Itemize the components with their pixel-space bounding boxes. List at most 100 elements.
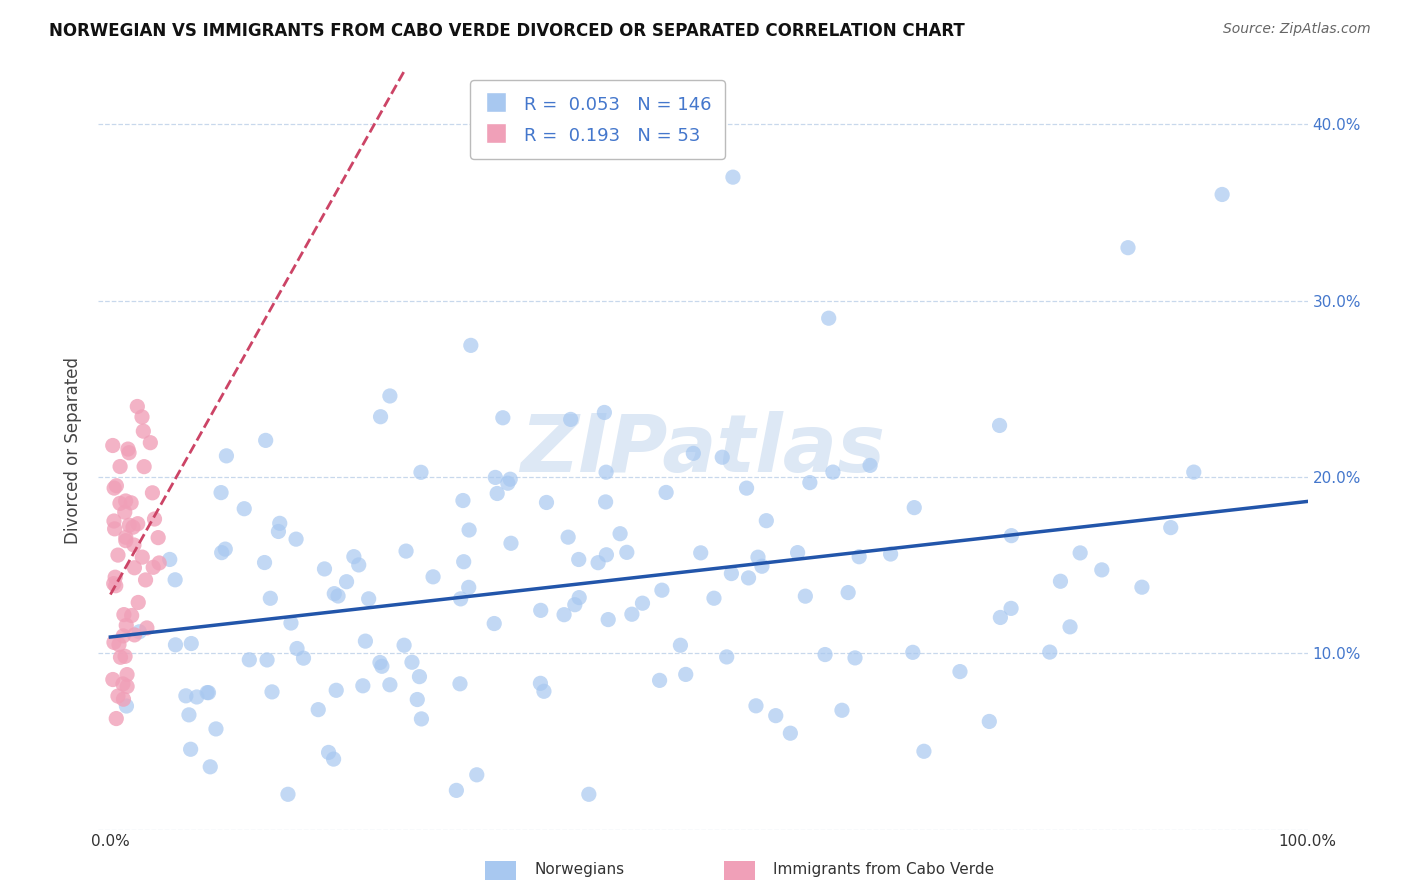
Point <box>1000 601 1022 615</box>
Point <box>817 311 839 326</box>
Point <box>127 516 149 531</box>
Point <box>879 547 901 561</box>
Point <box>114 649 136 664</box>
Point <box>371 659 394 673</box>
Point <box>1116 241 1139 255</box>
Point <box>197 685 219 699</box>
Text: Immigrants from Cabo Verde: Immigrants from Cabo Verde <box>773 863 994 877</box>
Point <box>104 579 127 593</box>
Point <box>111 677 134 691</box>
Point <box>529 676 551 690</box>
Point <box>214 542 236 557</box>
Point <box>307 703 329 717</box>
Point <box>121 608 143 623</box>
Point <box>460 338 482 352</box>
Point <box>370 409 392 424</box>
Point <box>1130 580 1153 594</box>
Point <box>146 531 169 545</box>
Point <box>593 405 616 419</box>
Point <box>118 518 141 533</box>
Point <box>148 556 170 570</box>
Point <box>139 435 162 450</box>
Point <box>859 458 882 473</box>
Point <box>112 607 135 622</box>
Point <box>115 699 138 714</box>
Point <box>711 450 734 465</box>
Text: Source: ZipAtlas.com: Source: ZipAtlas.com <box>1223 22 1371 37</box>
Point <box>323 587 346 601</box>
Point <box>186 690 208 704</box>
Point <box>486 486 509 500</box>
Point <box>499 536 522 550</box>
Point <box>1182 465 1205 479</box>
Point <box>560 412 582 426</box>
Point <box>103 576 125 591</box>
Point <box>277 787 299 801</box>
Point <box>115 667 138 681</box>
Point <box>177 707 200 722</box>
Point <box>260 685 283 699</box>
Point <box>256 653 278 667</box>
Point <box>408 670 430 684</box>
Point <box>112 629 135 643</box>
Point <box>631 596 654 610</box>
Point <box>122 520 145 534</box>
Point <box>103 635 125 649</box>
Point <box>285 641 308 656</box>
Point <box>786 546 808 560</box>
Point <box>326 589 349 603</box>
Point <box>343 549 366 564</box>
Point <box>335 574 357 589</box>
Point <box>682 446 704 460</box>
Point <box>115 618 138 632</box>
Point <box>159 552 181 566</box>
Y-axis label: Divorced or Separated: Divorced or Separated <box>65 357 83 544</box>
Point <box>779 726 801 740</box>
Point <box>395 544 418 558</box>
Point <box>352 679 374 693</box>
Point <box>347 558 370 572</box>
Point <box>233 501 256 516</box>
Point <box>1091 563 1114 577</box>
Point <box>108 496 131 510</box>
Point <box>124 628 146 642</box>
Point <box>595 548 617 562</box>
Point <box>716 649 738 664</box>
Point <box>378 389 401 403</box>
Point <box>314 562 336 576</box>
Point <box>120 496 142 510</box>
Point <box>357 591 380 606</box>
Point <box>292 651 315 665</box>
Point <box>280 615 302 630</box>
Point <box>1039 645 1062 659</box>
Point <box>269 516 291 531</box>
Point <box>1211 187 1233 202</box>
Point <box>735 481 758 495</box>
Point <box>988 418 1011 433</box>
Point <box>564 598 586 612</box>
Point <box>1160 520 1182 534</box>
Point <box>238 653 260 667</box>
Point <box>101 438 124 452</box>
Point <box>180 742 202 756</box>
Point <box>557 530 579 544</box>
Point <box>821 465 844 479</box>
Point <box>912 744 935 758</box>
Point <box>143 512 166 526</box>
Point <box>211 546 233 560</box>
Point <box>165 573 187 587</box>
Point <box>703 591 725 606</box>
Point <box>1059 620 1081 634</box>
Point <box>114 533 136 548</box>
Point <box>449 677 471 691</box>
Point <box>458 523 481 537</box>
Point <box>484 616 506 631</box>
Point <box>492 410 515 425</box>
Point <box>195 685 218 699</box>
Point <box>747 550 769 565</box>
Point <box>122 538 145 552</box>
Point <box>103 481 125 495</box>
Point <box>848 549 870 564</box>
Text: ZIPatlas: ZIPatlas <box>520 411 886 490</box>
Point <box>648 673 671 688</box>
